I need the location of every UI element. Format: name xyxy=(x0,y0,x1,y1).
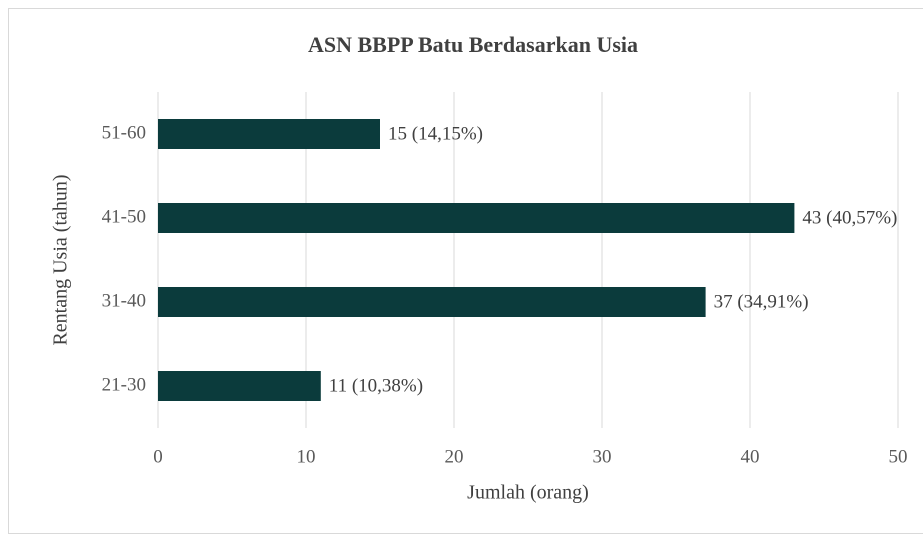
chart-frame xyxy=(8,8,923,534)
x-tick-label: 50 xyxy=(889,446,908,467)
y-tick-label: 51-60 xyxy=(102,122,146,143)
x-tick-label: 10 xyxy=(297,446,316,467)
bar xyxy=(158,119,380,149)
x-tick-label: 20 xyxy=(445,446,464,467)
data-label: 15 (14,15%) xyxy=(388,123,483,144)
data-label: 37 (34,91%) xyxy=(714,291,809,312)
y-tick-label: 31-40 xyxy=(102,290,146,311)
y-tick-label: 21-30 xyxy=(102,374,146,395)
x-axis-label: Jumlah (orang) xyxy=(467,482,589,504)
data-label: 43 (40,57%) xyxy=(802,207,897,228)
x-tick-label: 30 xyxy=(593,446,612,467)
chart-title: ASN BBPP Batu Berdasarkan Usia xyxy=(308,32,638,57)
bar xyxy=(158,287,706,317)
bar xyxy=(158,371,321,401)
y-tick-label: 41-50 xyxy=(102,206,146,227)
x-tick-label: 40 xyxy=(741,446,760,467)
data-label: 11 (10,38%) xyxy=(329,375,423,396)
x-tick-label: 0 xyxy=(153,446,163,467)
y-axis-label: Rentang Usia (tahun) xyxy=(50,174,72,345)
bar xyxy=(158,203,795,233)
